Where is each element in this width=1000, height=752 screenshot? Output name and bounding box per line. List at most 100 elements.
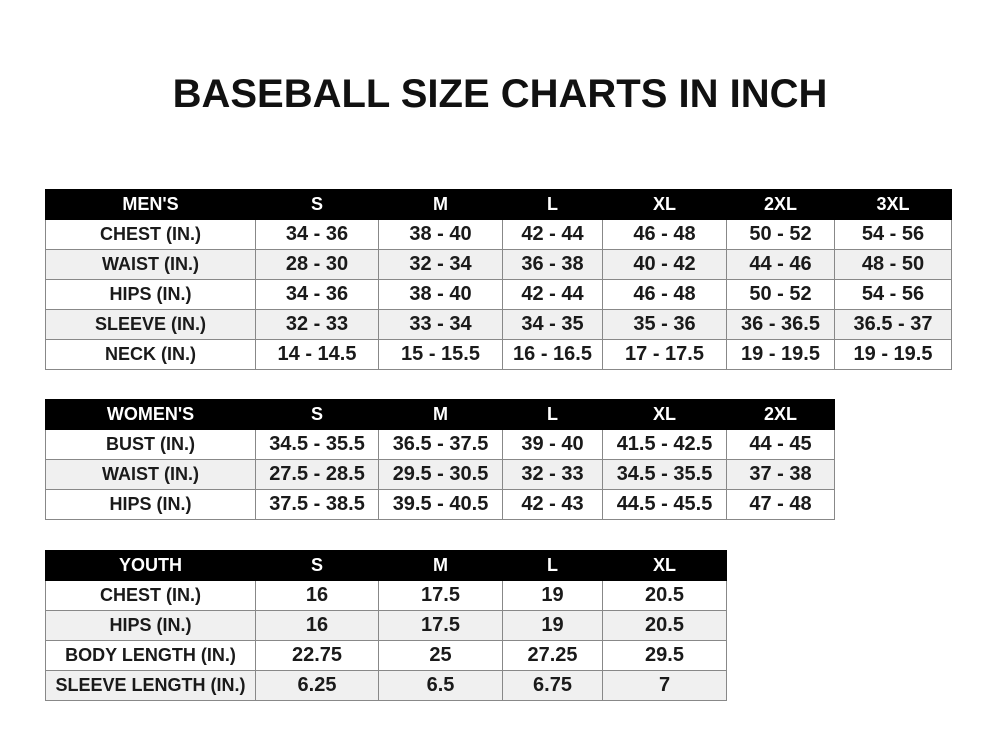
size-value: 34 - 35 (502, 309, 603, 340)
size-value: 47 - 48 (726, 489, 835, 520)
size-value: 42 - 44 (502, 219, 603, 250)
size-value: 34 - 36 (255, 279, 379, 310)
measurement-label: SLEEVE LENGTH (IN.) (45, 670, 256, 701)
size-header: S (255, 550, 379, 581)
size-value: 50 - 52 (726, 219, 835, 250)
measurement-label: WAIST (IN.) (45, 249, 256, 280)
size-header: L (502, 399, 603, 430)
size-value: 36.5 - 37 (834, 309, 952, 340)
measurement-label: WAIST (IN.) (45, 459, 256, 490)
size-value: 19 (502, 580, 603, 611)
size-header: L (502, 550, 603, 581)
size-value: 34 - 36 (255, 219, 379, 250)
size-value: 34.5 - 35.5 (255, 429, 379, 460)
table-row: SLEEVE LENGTH (IN.) 6.25 6.5 6.75 7 (45, 670, 727, 701)
size-value: 38 - 40 (378, 279, 503, 310)
size-header: XL (602, 189, 727, 220)
table-row: HIPS (IN.) 34 - 36 38 - 40 42 - 44 46 - 48 50… (45, 279, 952, 310)
size-value: 29.5 - 30.5 (378, 459, 503, 490)
size-header: M (378, 189, 503, 220)
size-value: 42 - 43 (502, 489, 603, 520)
size-value: 36 - 38 (502, 249, 603, 280)
size-value: 27.5 - 28.5 (255, 459, 379, 490)
measurement-label: HIPS (IN.) (45, 279, 256, 310)
size-value: 33 - 34 (378, 309, 503, 340)
size-header: XL (602, 550, 727, 581)
size-value: 15 - 15.5 (378, 339, 503, 370)
size-value: 40 - 42 (602, 249, 727, 280)
size-value: 29.5 (602, 640, 727, 671)
table-row: WAIST (IN.) 27.5 - 28.5 29.5 - 30.5 32 - 33… (45, 459, 835, 490)
header-row: YOUTH S M L XL (45, 550, 727, 581)
youth-size-table: YOUTH S M L XL CHEST (IN.) 16 17.5 19 20.5 HIPS (I… (45, 550, 727, 701)
size-header: M (378, 550, 503, 581)
measurement-label: NECK (IN.) (45, 339, 256, 370)
size-value: 27.25 (502, 640, 603, 671)
measurement-label: HIPS (IN.) (45, 610, 256, 641)
size-value: 48 - 50 (834, 249, 952, 280)
table-row: BODY LENGTH (IN.) 22.75 25 27.25 29.5 (45, 640, 727, 671)
header-row: WOMEN'S S M L XL 2XL (45, 399, 835, 430)
size-value: 41.5 - 42.5 (602, 429, 727, 460)
womens-size-table: WOMEN'S S M L XL 2XL BUST (IN.) 34.5 - 35.5 36.5… (45, 399, 835, 520)
table-row: NECK (IN.) 14 - 14.5 15 - 15.5 16 - 16.5 17 … (45, 339, 952, 370)
size-value: 19 (502, 610, 603, 641)
measurement-label: SLEEVE (IN.) (45, 309, 256, 340)
table-row: CHEST (IN.) 16 17.5 19 20.5 (45, 580, 727, 611)
table-row: HIPS (IN.) 37.5 - 38.5 39.5 - 40.5 42 - 43 4… (45, 489, 835, 520)
size-value: 22.75 (255, 640, 379, 671)
size-value: 7 (602, 670, 727, 701)
size-value: 25 (378, 640, 503, 671)
size-header: S (255, 399, 379, 430)
size-value: 20.5 (602, 580, 727, 611)
size-value: 44 - 45 (726, 429, 835, 460)
size-header: M (378, 399, 503, 430)
size-value: 16 - 16.5 (502, 339, 603, 370)
table-row: WAIST (IN.) 28 - 30 32 - 34 36 - 38 40 - 42 4… (45, 249, 952, 280)
size-value: 46 - 48 (602, 219, 727, 250)
size-value: 54 - 56 (834, 219, 952, 250)
size-header: 2XL (726, 189, 835, 220)
size-value: 46 - 48 (602, 279, 727, 310)
size-value: 6.5 (378, 670, 503, 701)
size-header: 3XL (834, 189, 952, 220)
category-header: WOMEN'S (45, 399, 256, 430)
size-value: 17 - 17.5 (602, 339, 727, 370)
size-header: XL (602, 399, 727, 430)
size-header: S (255, 189, 379, 220)
size-header: 2XL (726, 399, 835, 430)
size-value: 17.5 (378, 610, 503, 641)
table-row: CHEST (IN.) 34 - 36 38 - 40 42 - 44 46 - 48 5… (45, 219, 952, 250)
size-value: 32 - 33 (255, 309, 379, 340)
size-value: 34.5 - 35.5 (602, 459, 727, 490)
size-value: 39 - 40 (502, 429, 603, 460)
measurement-label: CHEST (IN.) (45, 580, 256, 611)
category-header: YOUTH (45, 550, 256, 581)
size-value: 42 - 44 (502, 279, 603, 310)
size-value: 37.5 - 38.5 (255, 489, 379, 520)
page-title: BASEBALL SIZE CHARTS IN INCH (172, 72, 828, 116)
size-value: 54 - 56 (834, 279, 952, 310)
measurement-label: BODY LENGTH (IN.) (45, 640, 256, 671)
size-value: 28 - 30 (255, 249, 379, 280)
size-value: 6.25 (255, 670, 379, 701)
size-value: 35 - 36 (602, 309, 727, 340)
size-value: 17.5 (378, 580, 503, 611)
size-value: 6.75 (502, 670, 603, 701)
size-value: 44 - 46 (726, 249, 835, 280)
size-value: 14 - 14.5 (255, 339, 379, 370)
table-row: SLEEVE (IN.) 32 - 33 33 - 34 34 - 35 35 - 36… (45, 309, 952, 340)
size-value: 44.5 - 45.5 (602, 489, 727, 520)
size-value: 19 - 19.5 (726, 339, 835, 370)
mens-size-table: MEN'S S M L XL 2XL 3XL CHEST (IN.) 34 - 36 38 - 4… (45, 189, 952, 370)
size-value: 32 - 33 (502, 459, 603, 490)
category-header: MEN'S (45, 189, 256, 220)
size-value: 37 - 38 (726, 459, 835, 490)
size-header: L (502, 189, 603, 220)
measurement-label: HIPS (IN.) (45, 489, 256, 520)
size-value: 38 - 40 (378, 219, 503, 250)
size-value: 16 (255, 580, 379, 611)
size-value: 36 - 36.5 (726, 309, 835, 340)
header-row: MEN'S S M L XL 2XL 3XL (45, 189, 952, 220)
size-value: 19 - 19.5 (834, 339, 952, 370)
